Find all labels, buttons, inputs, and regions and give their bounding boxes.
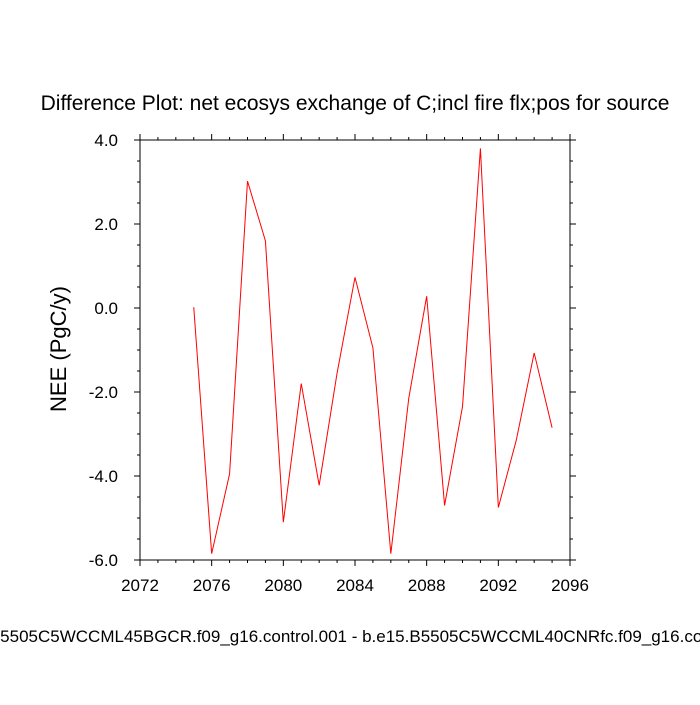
y-tick-label: 0.0 xyxy=(94,299,118,318)
y-tick-label: -6.0 xyxy=(89,551,118,570)
x-tick-label: 2076 xyxy=(193,576,231,595)
x-tick-label: 2080 xyxy=(264,576,302,595)
chart-title: Difference Plot: net ecosys exchange of … xyxy=(41,92,670,115)
plot-frame xyxy=(140,140,570,560)
x-tick-label: 2072 xyxy=(121,576,159,595)
x-tick-label: 2088 xyxy=(408,576,446,595)
y-tick-label: 4.0 xyxy=(94,131,118,150)
series-line xyxy=(194,148,552,553)
y-axis-label: NEE (PgC/y) xyxy=(46,286,71,412)
chart-caption: b.e15.B5505C5WCCML45BGCR.f09_g16.control… xyxy=(0,627,700,646)
y-tick-label: 2.0 xyxy=(94,215,118,234)
plot-area: 2072 2076 2080 2084 2088 2092 2096 -6.0 -4.0 -2.0… xyxy=(89,131,589,595)
x-tick-label: 2096 xyxy=(551,576,589,595)
y-tick-label: -2.0 xyxy=(89,383,118,402)
y-tick-label: -4.0 xyxy=(89,467,118,486)
x-tick-label: 2092 xyxy=(479,576,517,595)
x-tick-label: 2084 xyxy=(336,576,374,595)
